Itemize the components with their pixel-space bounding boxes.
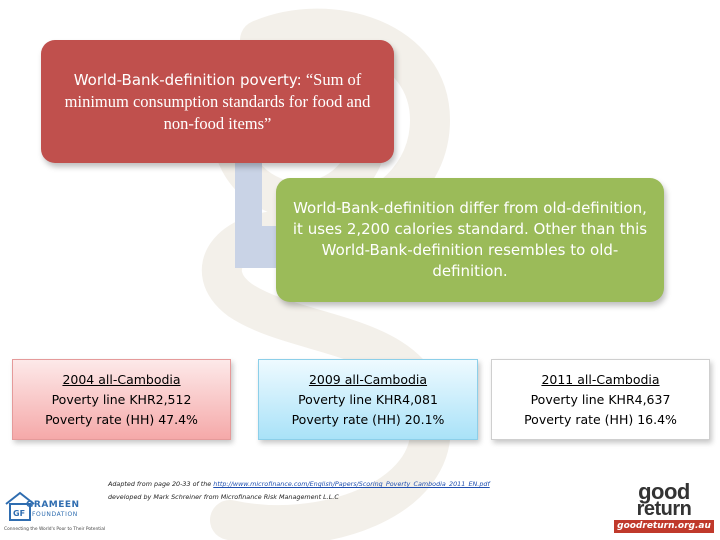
goodreturn-word-good: good — [638, 479, 690, 504]
year-heading: 2011 all-Cambodia — [541, 371, 660, 387]
source-footnote: Adapted from page 20-33 of the http://ww… — [108, 478, 608, 504]
poverty-rate: Poverty rate (HH) 16.4% — [524, 411, 677, 427]
year-heading: 2004 all-Cambodia — [62, 371, 181, 387]
year-box-2011: 2011 all-Cambodia Poverty line KHR4,637 … — [491, 359, 710, 440]
goodreturn-word-return: return — [636, 498, 692, 520]
source-link[interactable]: http://www.microfinance.com/English/Pape… — [213, 480, 490, 488]
definition-quote: “Sum of minimum consumption standards fo… — [64, 69, 371, 133]
goodreturn-site: goodreturn.org.au — [614, 520, 714, 533]
poverty-rate: Poverty rate (HH) 20.1% — [291, 411, 445, 427]
poverty-line: Poverty line KHR2,512 — [51, 391, 192, 407]
definition-lead: World-Bank-definition poverty: — [73, 70, 302, 89]
goodreturn-logo: good return goodreturn.org.au — [612, 479, 716, 538]
world-bank-definition-box: World-Bank-definition poverty: “Sum of m… — [41, 40, 394, 163]
year-box-2004: 2004 all-Cambodia Poverty line KHR2,512 … — [12, 359, 231, 440]
year-heading: 2009 all-Cambodia — [308, 371, 428, 387]
grameen-mark: GF — [13, 509, 25, 518]
grameen-foundation-logo: GF GRAMEEN FOUNDATION Connecting the Wor… — [4, 488, 106, 538]
grameen-tagline: Connecting the World's Poor to Their Pot… — [4, 527, 106, 532]
definition-difference-text: World-Bank-definition differ from old-de… — [292, 199, 648, 280]
poverty-line: Poverty line KHR4,081 — [298, 391, 438, 407]
footnote-prefix: Adapted from page 20-33 of the — [108, 480, 214, 488]
grameen-name: GRAMEEN — [26, 500, 80, 510]
house-icon: GF — [5, 491, 35, 521]
grameen-sub: FOUNDATION — [32, 511, 78, 518]
footnote-credit: developed by Mark Schreiner from Microfi… — [108, 493, 339, 501]
poverty-rate: Poverty rate (HH) 47.4% — [45, 411, 198, 427]
definition-difference-box: World-Bank-definition differ from old-de… — [276, 178, 664, 302]
poverty-line: Poverty line KHR4,637 — [530, 391, 671, 407]
year-box-2009: 2009 all-Cambodia Poverty line KHR4,081 … — [258, 359, 478, 440]
